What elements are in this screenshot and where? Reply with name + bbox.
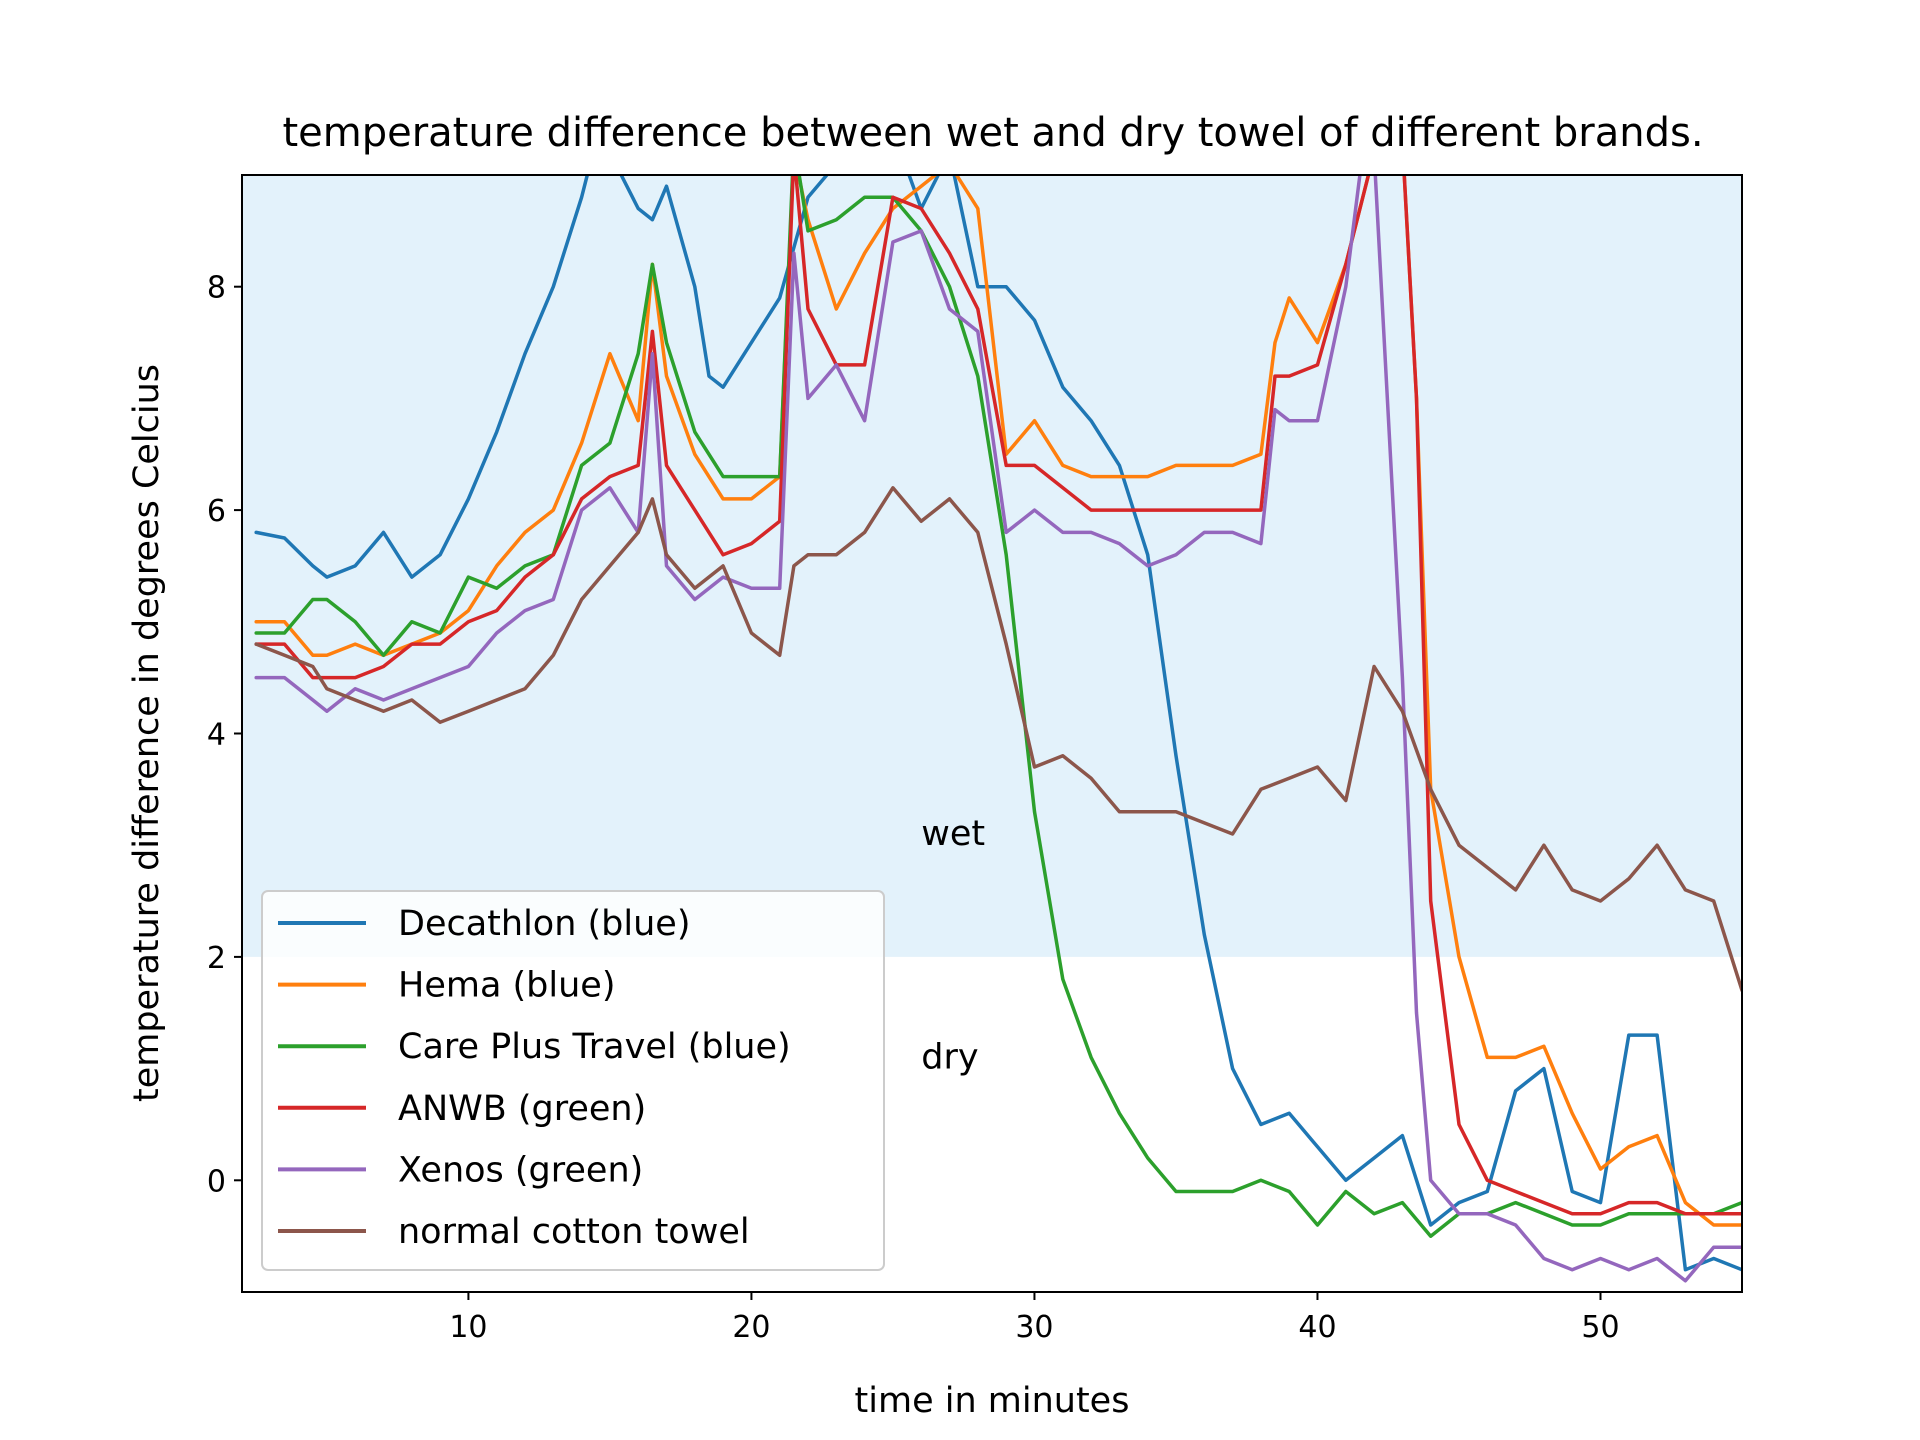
series-lines-layer (254, 175, 1742, 1283)
wet-region-shade (242, 175, 1742, 957)
legend-label-0: Decathlon (blue) (398, 904, 691, 944)
y-tick-label-0: 0 (207, 1164, 226, 1199)
shaded-region-layer (242, 175, 1742, 957)
legend-label-4: Xenos (green) (398, 1150, 643, 1190)
y-axis-label: temperature difference in degrees Celciu… (127, 364, 167, 1102)
x-tick-label-4: 50 (1581, 1310, 1619, 1345)
legend-label-1: Hema (blue) (398, 966, 616, 1006)
legend-label-3: ANWB (green) (398, 1089, 646, 1129)
series-line-4 (254, 175, 1742, 1283)
x-tick-label-1: 20 (732, 1310, 770, 1345)
legend: Decathlon (blue) Hema (blue) Care Plus Tra… (261, 890, 885, 1271)
x-tick-label-3: 40 (1298, 1310, 1336, 1345)
legend-label-2: Care Plus Travel (blue) (398, 1027, 791, 1067)
y-tick-label-3: 6 (207, 494, 226, 529)
x-axis-label: time in minutes (855, 1381, 1130, 1421)
y-tick-label-2: 4 (207, 718, 226, 753)
legend-box (261, 890, 885, 1271)
series-line-3 (254, 175, 1742, 1216)
annotation-dry: dry (921, 1038, 978, 1078)
annotations-layer: wet dry (921, 814, 985, 1077)
series-line-5 (254, 486, 1742, 993)
chart-title: temperature difference between wet and d… (282, 110, 1703, 156)
x-tick-label-0: 10 (449, 1310, 487, 1345)
x-tick-label-2: 30 (1015, 1310, 1053, 1345)
y-tick-label-1: 2 (207, 941, 226, 976)
legend-label-5: normal cotton towel (398, 1212, 750, 1252)
annotation-wet: wet (921, 814, 985, 854)
x-axis-ticks: 10 20 30 40 50 (449, 1292, 1620, 1345)
series-line-1 (254, 175, 1742, 1227)
series-line-0 (254, 175, 1742, 1272)
y-tick-label-4: 8 (207, 271, 226, 306)
y-axis-ticks: 0 2 4 6 8 (207, 271, 242, 1199)
legend-items: Decathlon (blue) Hema (blue) Care Plus Tra… (278, 904, 791, 1252)
